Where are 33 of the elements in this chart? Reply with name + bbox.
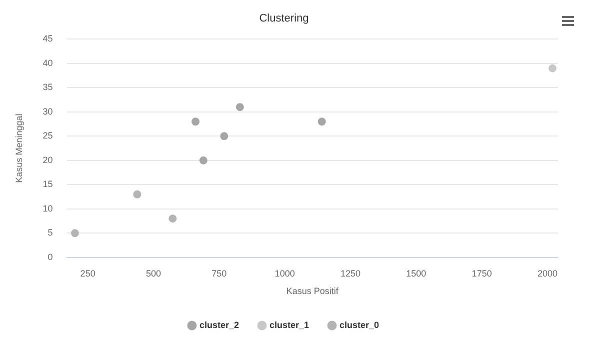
- x-tick-label: 250: [80, 268, 96, 278]
- x-tick-label: 750: [212, 268, 227, 278]
- chart-title: Clustering: [259, 12, 309, 25]
- legend-label: cluster_0: [340, 320, 380, 330]
- x-tick-label: 1250: [340, 268, 361, 278]
- y-axis-title: Kasus Meninggal: [14, 114, 24, 183]
- point: [192, 118, 200, 126]
- legend-label: cluster_2: [199, 320, 239, 330]
- x-tick-label: 1000: [274, 268, 295, 278]
- x-tick-label: 500: [146, 268, 162, 278]
- y-tick-label: 25: [42, 130, 53, 141]
- x-tick-label: 1750: [472, 268, 492, 278]
- y-tick-label: 10: [42, 203, 53, 214]
- point: [199, 156, 208, 164]
- point: [318, 118, 326, 126]
- y-tick-label: 20: [42, 154, 53, 165]
- y-tick-label: 5: [48, 228, 53, 238]
- point: [133, 190, 142, 198]
- y-tick-label: 40: [42, 58, 53, 68]
- y-tick-label: 35: [42, 82, 53, 92]
- y-tick-label: 0: [48, 252, 53, 262]
- point: [236, 103, 244, 112]
- x-tick-label: 2000: [537, 268, 558, 278]
- y-tick-label: 30: [42, 106, 53, 116]
- y-tick-label: 45: [42, 34, 53, 44]
- point: [168, 214, 177, 223]
- point: [220, 132, 228, 140]
- legend-label: cluster_1: [269, 320, 310, 330]
- point: [70, 229, 79, 238]
- x-axis-title: Kasus Positif: [286, 286, 339, 296]
- x-tick-label: 1500: [406, 268, 426, 278]
- point: [548, 64, 556, 72]
- y-tick-label: 15: [42, 179, 53, 190]
